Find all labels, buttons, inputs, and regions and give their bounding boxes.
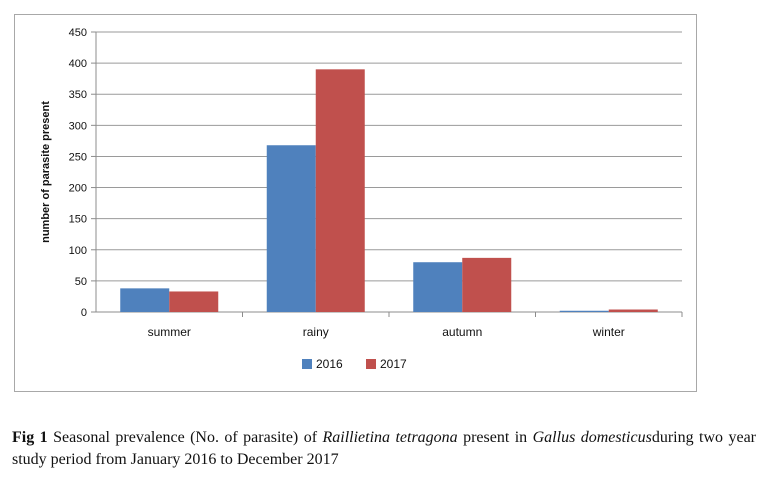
y-tick-label: 250 [69, 151, 87, 163]
y-axis-title: number of parasite present [40, 101, 52, 243]
y-tick-label: 350 [69, 89, 87, 101]
y-tick-label: 450 [69, 27, 87, 39]
bar-2017-summer [169, 291, 219, 312]
legend-swatch-2016 [302, 359, 312, 369]
legend-label-2016: 2016 [316, 357, 343, 371]
y-tick-label: 0 [81, 307, 87, 319]
y-tick-label: 50 [75, 276, 87, 288]
caption-species-1: Raillietina tetragona [322, 429, 458, 446]
bar-2017-autumn [462, 257, 512, 312]
bar-chart: 0 50 100 150 200 250 300 350 400 450 number of par… [40, 27, 683, 371]
bar-2016-autumn [413, 262, 463, 312]
x-tick-label: rainy [303, 325, 329, 339]
bar-2016-rainy [266, 145, 316, 312]
legend-label-2017: 2017 [380, 357, 407, 371]
caption-text-middle: present in [457, 429, 533, 446]
chart-frame: 0 50 100 150 200 250 300 350 400 450 number of par… [14, 14, 697, 392]
y-tick-label: 400 [69, 58, 87, 70]
caption-text-after: during two year study period from Januar… [12, 429, 757, 468]
y-tick-label: 300 [69, 120, 87, 132]
caption-species-2: Gallus domesticus [532, 429, 652, 446]
x-tick-label: summer [148, 325, 191, 339]
bar-2017-rainy [315, 69, 365, 312]
figure-caption: Fig 1 Seasonal prevalence (No. of parasi… [12, 427, 756, 471]
y-tick-label: 150 [69, 214, 87, 226]
caption-text-before: Seasonal prevalence (No. of parasite) of [47, 429, 323, 446]
bar-2016-winter [559, 310, 609, 312]
y-tick-label: 200 [69, 183, 87, 195]
legend-swatch-2017 [366, 359, 376, 369]
x-tick-label: autumn [442, 325, 482, 339]
bar-2017-winter [608, 309, 658, 312]
bar-2016-summer [120, 288, 170, 312]
y-tick-label: 100 [69, 245, 87, 257]
x-tick-label: winter [592, 325, 625, 339]
caption-label: Fig 1 [12, 429, 48, 446]
